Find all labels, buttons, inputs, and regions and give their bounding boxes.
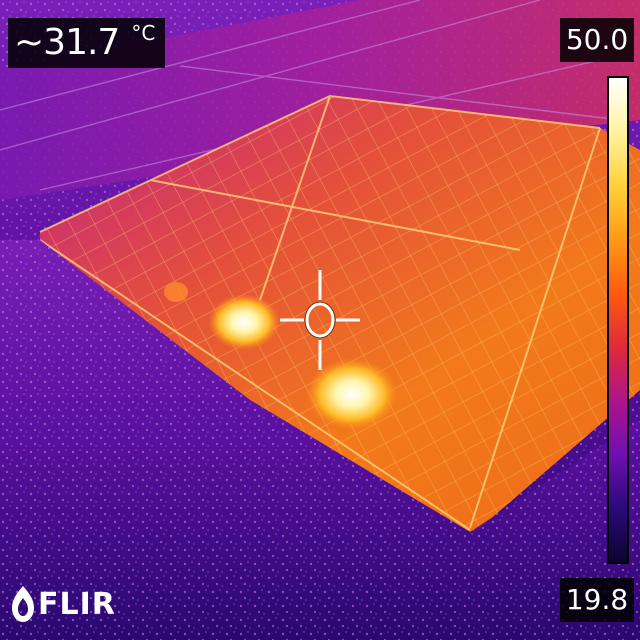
temperature-color-scale — [607, 76, 629, 564]
scale-min-label: 19.8 — [560, 578, 634, 622]
spot-temperature-readout: ~31.7 °C — [8, 18, 166, 68]
flame-icon — [12, 586, 34, 622]
temperature-unit: °C — [131, 21, 156, 45]
scale-max-label: 50.0 — [560, 18, 634, 62]
spot-temperature-value: ~31.7 — [14, 22, 120, 63]
flir-logo: FLIR — [10, 582, 116, 626]
crosshair-icon — [280, 270, 360, 370]
brand-name: FLIR — [38, 586, 116, 622]
